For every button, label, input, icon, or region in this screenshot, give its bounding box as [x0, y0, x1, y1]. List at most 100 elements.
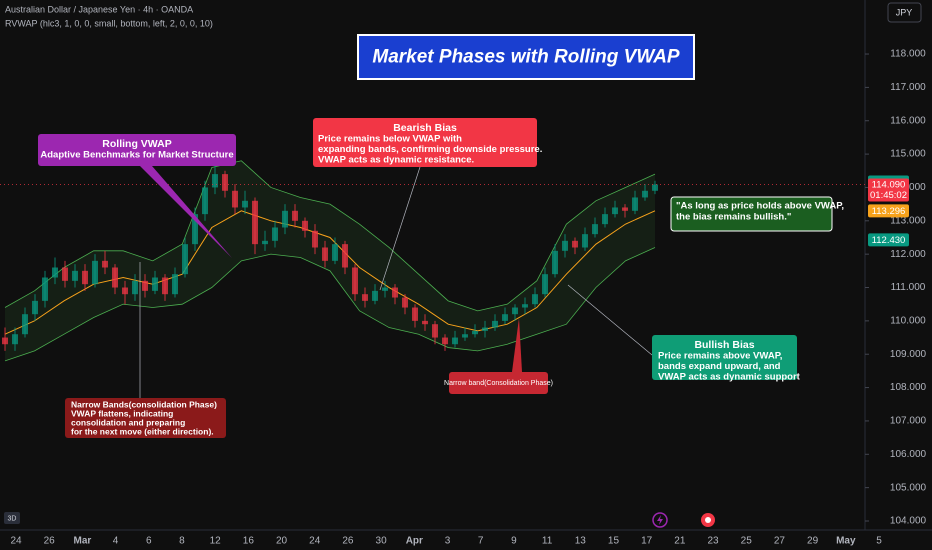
event-dot	[705, 517, 711, 523]
x-tick-label: 3	[445, 536, 451, 547]
candle-body	[482, 327, 488, 331]
x-tick-label: 27	[774, 536, 786, 547]
x-tick-label: 23	[707, 536, 719, 547]
callout-line-text: the bias remains bullish."	[676, 212, 791, 223]
callout-title: Rolling VWAP	[102, 138, 171, 150]
candle-body	[282, 210, 288, 228]
candle-body	[432, 324, 438, 338]
candle-body	[562, 240, 568, 251]
candle-body	[252, 200, 258, 245]
callout-box	[449, 372, 548, 394]
x-tick-label: 21	[674, 536, 686, 547]
candle-body	[582, 234, 588, 248]
callout-box	[38, 134, 236, 166]
x-tick-label: 6	[146, 536, 152, 547]
countdown: 01:45:02	[870, 190, 907, 201]
price-label-box	[868, 233, 909, 247]
candle-body	[22, 314, 28, 335]
price-label-box	[868, 178, 909, 202]
candle-body	[82, 270, 88, 285]
y-tick-label: 105.000	[890, 482, 927, 493]
candle-body	[392, 287, 398, 298]
candle-body	[182, 244, 188, 275]
candle-body	[242, 200, 248, 208]
y-tick-label: 104.000	[890, 516, 927, 527]
callout-line-text: VWAP acts as dynamic resistance.	[318, 155, 474, 166]
x-tick-label: Apr	[406, 536, 423, 547]
candle-body	[142, 280, 148, 291]
candle-body	[522, 304, 528, 308]
candle-body	[452, 337, 458, 345]
x-tick-label: 4	[113, 536, 119, 547]
candle-body	[532, 294, 538, 305]
x-tick-label: 24	[10, 536, 22, 547]
candle-body	[172, 274, 178, 295]
price-label: 114.090	[872, 179, 906, 190]
range-label[interactable]: 3D	[8, 515, 17, 522]
upper-band	[4, 160, 656, 312]
callout-line-text: expanding bands, confirming downside pre…	[318, 144, 542, 155]
callout-line	[567, 284, 653, 356]
candle-body	[2, 337, 8, 345]
callout-line-text: for the next move (either direction).	[71, 426, 214, 436]
candle-body	[642, 190, 648, 198]
price-label: 112.430	[872, 235, 906, 246]
x-tick-label: 29	[807, 536, 819, 547]
candle-body	[232, 190, 238, 208]
candle-body	[302, 220, 308, 231]
candle-body	[552, 250, 558, 275]
callout-pointer	[512, 318, 522, 372]
candle-body	[202, 187, 208, 215]
price-label-box	[868, 204, 909, 218]
candle-body	[262, 240, 268, 245]
x-tick-label: 24	[309, 536, 321, 547]
candle-body	[442, 337, 448, 345]
candle-body	[602, 214, 608, 225]
y-tick-label: 116.000	[890, 115, 926, 126]
candle-body	[322, 247, 328, 261]
currency-button[interactable]	[887, 2, 922, 23]
callout-title: Bearish Bias	[393, 122, 457, 134]
candle-body	[472, 330, 478, 335]
candle-body	[102, 260, 108, 268]
callout-line-text: VWAP acts as dynamic support	[658, 372, 801, 383]
range-button[interactable]	[4, 512, 20, 524]
candle-body	[462, 334, 468, 338]
candle-body	[62, 267, 68, 281]
event-icon[interactable]	[652, 512, 668, 528]
callout-title: Narrow Bands(consolidation Phase)	[71, 399, 217, 409]
candle-body	[352, 267, 358, 295]
callout-line-text: Adaptive Benchmarks for Market Structure	[40, 150, 233, 161]
y-tick-label: 115.000	[890, 149, 926, 160]
y-tick-label: 108.000	[890, 382, 927, 393]
event-bolt	[657, 515, 663, 525]
currency-label[interactable]: JPY	[896, 7, 913, 17]
x-tick-label: 13	[575, 536, 587, 547]
candle-body	[622, 207, 628, 211]
x-tick-label: 12	[210, 536, 222, 547]
plot-area	[2, 160, 658, 362]
candle-body	[42, 277, 48, 301]
candle-body	[632, 197, 638, 211]
callout-line-text: consolidation and preparing	[71, 417, 185, 427]
callout-box	[670, 196, 833, 232]
candle-body	[422, 320, 428, 325]
price-label: 113.296	[872, 206, 906, 217]
candle-body	[32, 300, 38, 315]
candle-body	[502, 314, 508, 321]
x-tick-label: 5	[876, 536, 882, 547]
candle-body	[192, 214, 198, 245]
candle-body	[492, 320, 498, 328]
lower-band	[4, 247, 656, 362]
callout-line-text: VWAP flattens, indicating	[71, 408, 173, 418]
candle-body	[92, 260, 98, 285]
candle-body	[292, 210, 298, 221]
y-tick-label: 111.000	[891, 282, 926, 293]
candle-body	[152, 277, 158, 291]
x-tick-label: 30	[376, 536, 388, 547]
candle-body	[52, 267, 58, 278]
y-tick-label: 118.000	[890, 49, 926, 60]
candle-body	[72, 270, 78, 281]
callout-box	[652, 335, 797, 380]
